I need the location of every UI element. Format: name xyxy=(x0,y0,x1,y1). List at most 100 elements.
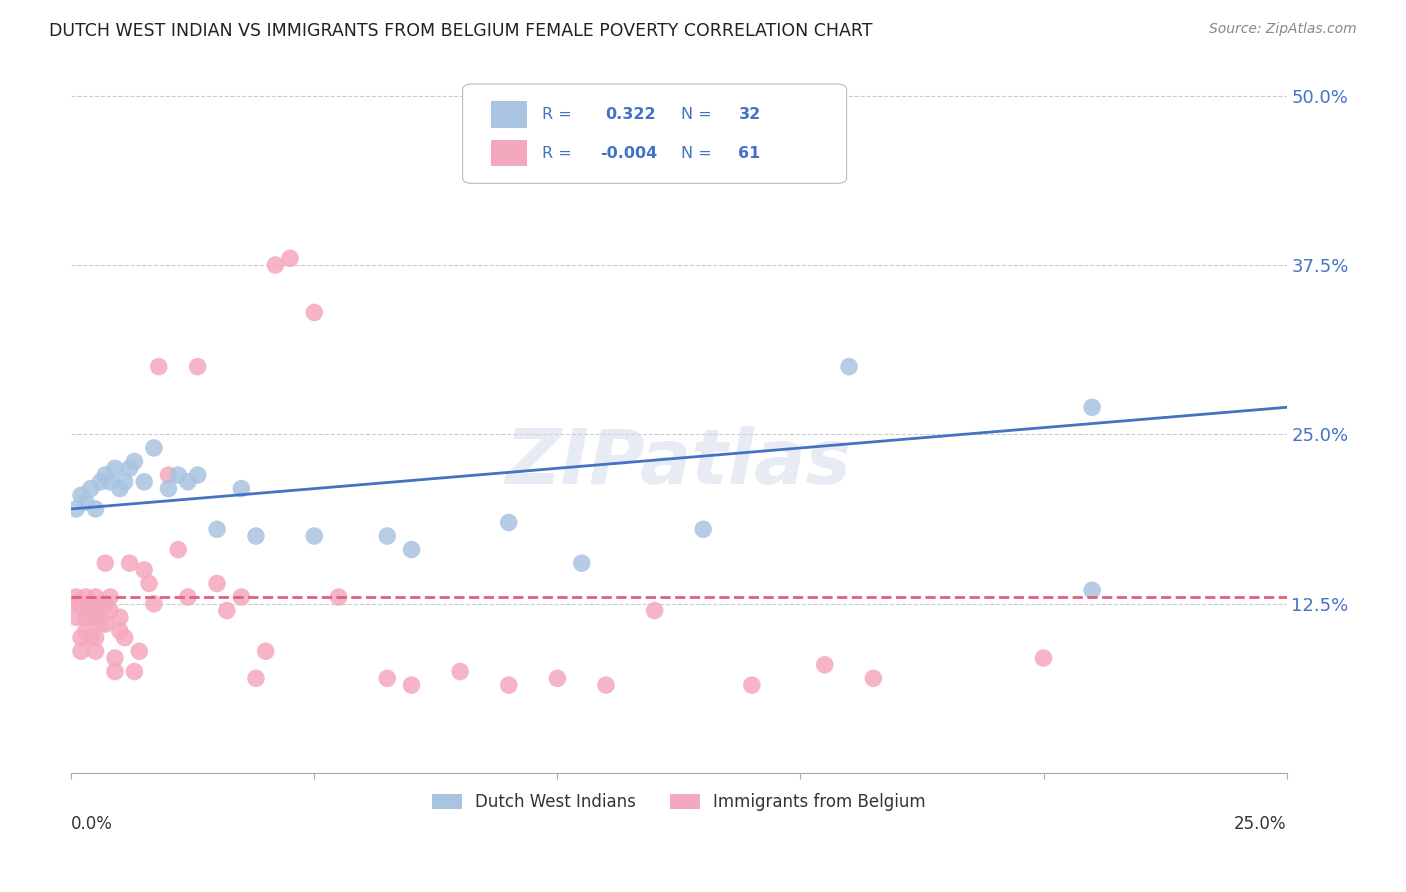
Point xyxy=(187,468,209,483)
Point xyxy=(65,610,87,624)
Point xyxy=(89,597,111,611)
Point xyxy=(1081,401,1104,415)
Point xyxy=(65,590,87,604)
Point xyxy=(124,665,146,679)
Text: N =: N = xyxy=(682,145,711,161)
Legend: Dutch West Indians, Immigrants from Belgium: Dutch West Indians, Immigrants from Belg… xyxy=(426,787,932,818)
Point xyxy=(157,468,180,483)
Text: 25.0%: 25.0% xyxy=(1234,815,1286,833)
Text: R =: R = xyxy=(541,145,571,161)
Point xyxy=(498,516,520,530)
Point xyxy=(187,359,209,374)
Point xyxy=(157,482,180,496)
Point xyxy=(546,156,568,170)
Point xyxy=(498,678,520,692)
Point xyxy=(75,590,97,604)
Point xyxy=(278,252,301,266)
Point xyxy=(108,624,131,638)
Point xyxy=(70,631,93,645)
Point xyxy=(65,502,87,516)
Point xyxy=(205,576,228,591)
Point xyxy=(644,603,666,617)
Point xyxy=(838,359,860,374)
Point xyxy=(89,603,111,617)
Point xyxy=(84,502,107,516)
Point xyxy=(124,454,146,468)
Point xyxy=(104,651,127,665)
Point xyxy=(375,529,398,543)
Text: 32: 32 xyxy=(738,107,761,122)
FancyBboxPatch shape xyxy=(463,84,846,184)
Point xyxy=(148,359,170,374)
Point xyxy=(401,678,423,692)
Point xyxy=(89,475,111,489)
Point xyxy=(70,488,93,502)
Point xyxy=(89,617,111,632)
Point xyxy=(138,576,160,591)
Point xyxy=(70,597,93,611)
Point xyxy=(134,475,156,489)
Point xyxy=(167,468,190,483)
Point xyxy=(75,603,97,617)
Point xyxy=(142,441,165,455)
Text: 0.322: 0.322 xyxy=(605,107,655,122)
Point xyxy=(94,597,117,611)
Point xyxy=(245,671,267,685)
Point xyxy=(692,522,714,536)
Point xyxy=(104,665,127,679)
Point xyxy=(167,542,190,557)
Point xyxy=(304,529,326,543)
Point xyxy=(75,610,97,624)
Point xyxy=(375,671,398,685)
Point xyxy=(177,475,200,489)
Point xyxy=(84,631,107,645)
Point xyxy=(70,644,93,658)
Point xyxy=(231,482,253,496)
Point xyxy=(108,482,131,496)
Point xyxy=(118,461,141,475)
Point xyxy=(254,644,277,658)
Point xyxy=(79,597,101,611)
Point xyxy=(128,644,150,658)
Point xyxy=(177,590,200,604)
Point xyxy=(215,603,238,617)
Point xyxy=(741,678,763,692)
Point xyxy=(264,258,287,272)
Point xyxy=(65,597,87,611)
Point xyxy=(79,482,101,496)
Text: R =: R = xyxy=(541,107,571,122)
Text: Source: ZipAtlas.com: Source: ZipAtlas.com xyxy=(1209,22,1357,37)
Point xyxy=(118,556,141,570)
Point xyxy=(595,678,617,692)
Point xyxy=(245,529,267,543)
Point xyxy=(304,305,326,319)
Point xyxy=(546,671,568,685)
Point xyxy=(814,657,837,672)
Text: 0.0%: 0.0% xyxy=(72,815,112,833)
Point xyxy=(231,590,253,604)
Point xyxy=(108,610,131,624)
Point xyxy=(84,610,107,624)
Point xyxy=(571,556,593,570)
Point xyxy=(1081,583,1104,598)
Point xyxy=(94,617,117,632)
Point xyxy=(1032,651,1054,665)
Point xyxy=(98,590,121,604)
Point xyxy=(134,563,156,577)
Point xyxy=(94,468,117,483)
Point xyxy=(449,665,471,679)
Point xyxy=(75,624,97,638)
Bar xyxy=(491,101,527,128)
Point xyxy=(114,475,136,489)
Text: ZIPatlas: ZIPatlas xyxy=(506,426,852,500)
Point xyxy=(84,644,107,658)
Point xyxy=(862,671,884,685)
Text: DUTCH WEST INDIAN VS IMMIGRANTS FROM BELGIUM FEMALE POVERTY CORRELATION CHART: DUTCH WEST INDIAN VS IMMIGRANTS FROM BEL… xyxy=(49,22,873,40)
Point xyxy=(328,590,350,604)
Text: N =: N = xyxy=(682,107,711,122)
Bar xyxy=(491,140,527,167)
Point xyxy=(104,461,127,475)
Point xyxy=(84,590,107,604)
Point xyxy=(98,475,121,489)
Point xyxy=(401,542,423,557)
